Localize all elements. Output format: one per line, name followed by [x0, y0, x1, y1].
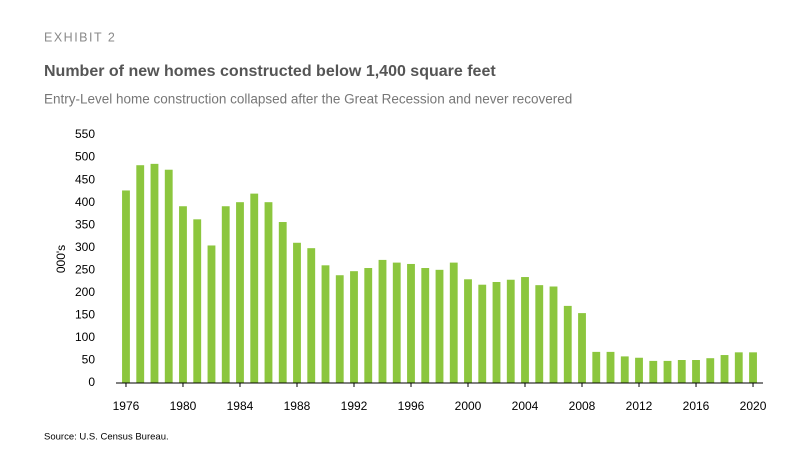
- bar: [179, 206, 187, 383]
- bar: [464, 279, 472, 383]
- bar: [250, 193, 259, 383]
- y-tick-label: 100: [75, 330, 95, 344]
- bar: [692, 360, 700, 383]
- kicker: EXHIBIT 2: [44, 30, 116, 44]
- x-tick-label: 1984: [227, 399, 254, 413]
- bar: [563, 305, 572, 383]
- bar: [620, 356, 629, 383]
- x-tick-label: 1996: [398, 399, 425, 413]
- y-tick-label: 500: [75, 150, 95, 164]
- y-tick-label: 400: [75, 195, 95, 209]
- bar: [350, 271, 358, 383]
- bar: [677, 360, 686, 383]
- bar: [435, 269, 444, 383]
- x-tick-label: 1980: [170, 399, 197, 413]
- bar: [122, 190, 130, 383]
- bar: [164, 169, 173, 383]
- bar: [449, 262, 458, 383]
- chart-subtitle: Entry-Level home construction collapsed …: [44, 92, 572, 107]
- bar: [364, 268, 373, 383]
- x-tick-label: 2004: [512, 399, 539, 413]
- bar: [663, 360, 672, 383]
- bar: [193, 219, 202, 383]
- x-tick-label: 2020: [740, 399, 767, 413]
- y-axis-label: 000's: [54, 245, 68, 273]
- y-tick-label: 50: [82, 353, 96, 367]
- y-tick-label: 250: [75, 262, 95, 276]
- y-tick-label: 350: [75, 217, 95, 231]
- bar: [478, 284, 487, 383]
- bar: [150, 163, 159, 383]
- y-tick-label: 200: [75, 285, 95, 299]
- x-tick-label: 2008: [569, 399, 596, 413]
- bar: [378, 259, 387, 383]
- bar: [136, 165, 145, 383]
- x-tick-label: 2012: [626, 399, 653, 413]
- bar: [720, 355, 729, 383]
- bar: [635, 357, 643, 383]
- bar: [321, 265, 330, 383]
- bar: [293, 242, 301, 383]
- bar: [236, 202, 244, 383]
- x-tick-label: 2016: [683, 399, 710, 413]
- y-tick-label: 550: [75, 127, 95, 141]
- chart-title: Number of new homes constructed below 1,…: [44, 63, 496, 80]
- bar: [535, 285, 544, 383]
- bar: [578, 313, 586, 383]
- bar: [492, 281, 501, 383]
- bar: [749, 352, 757, 383]
- bar: [706, 358, 715, 383]
- bar: [734, 352, 743, 383]
- bar: [407, 263, 415, 383]
- bar: [207, 245, 216, 383]
- x-tick-label: 1988: [284, 399, 311, 413]
- x-tick-label: 2000: [455, 399, 482, 413]
- bar: [606, 351, 615, 383]
- bar: [506, 279, 515, 383]
- bar: [592, 351, 601, 383]
- bar: [307, 248, 316, 383]
- bar: [649, 360, 658, 383]
- bar: [521, 277, 529, 383]
- y-tick-label: 300: [75, 240, 95, 254]
- bar: [392, 262, 401, 383]
- x-tick-label: 1992: [341, 399, 368, 413]
- bar: [549, 286, 558, 383]
- bar: [421, 268, 430, 383]
- source: Source: U.S. Census Bureau.: [44, 432, 169, 443]
- x-tick-label: 1976: [113, 399, 140, 413]
- y-tick-label: 450: [75, 172, 95, 186]
- bar: [221, 206, 230, 383]
- bar: [264, 202, 273, 383]
- y-tick-label: 0: [88, 375, 95, 389]
- y-tick-label: 150: [75, 308, 95, 322]
- bar: [278, 222, 287, 383]
- bar: [335, 275, 344, 383]
